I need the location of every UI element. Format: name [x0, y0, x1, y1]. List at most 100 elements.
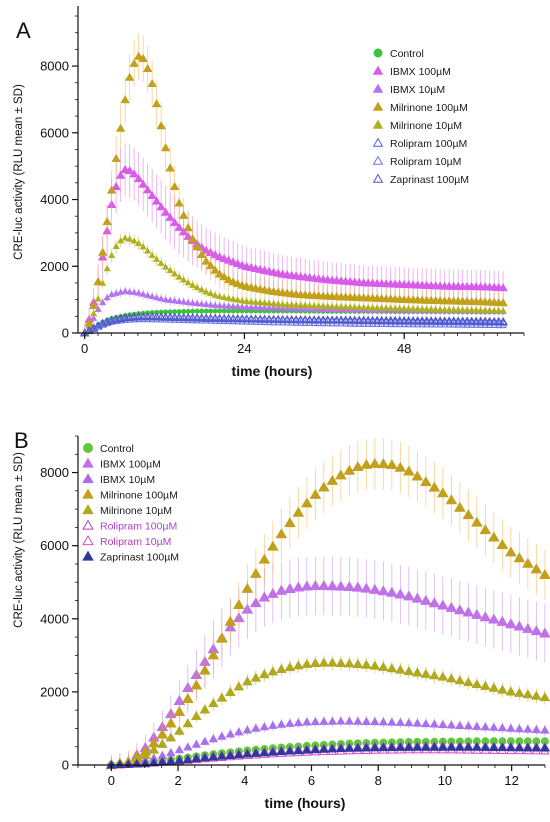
- panel-b-data-point: [513, 620, 526, 631]
- panel-a-data-point: [94, 305, 102, 312]
- panel-b-data-point: [497, 742, 508, 752]
- panel-b-data-point: [267, 587, 279, 598]
- panel-a-data-point: [256, 303, 264, 311]
- panel-a-data-point: [498, 316, 508, 325]
- panel-a-data-point: [162, 263, 170, 270]
- panel-a-data-point: [360, 320, 368, 327]
- panel-a-data-point: [265, 299, 273, 306]
- panel-a-data-point: [391, 304, 399, 311]
- panel-a-data-point: [165, 312, 175, 321]
- panel-b-data-point: [428, 597, 441, 608]
- panel-b-axes: 0 2000 4000 6000 8000 0 2 4 6 8 10 12: [40, 435, 546, 788]
- panel-b-data-point: [326, 474, 339, 485]
- panel-b-data-point: [411, 470, 424, 481]
- panel-a-data-point: [408, 315, 418, 325]
- panel-b-data-point: [251, 723, 261, 732]
- panel-b-data-point: [199, 704, 211, 714]
- panel-a-data-point: [160, 143, 171, 152]
- panel-b-data-point: [446, 742, 457, 751]
- panel-a-data-point: [261, 299, 269, 306]
- panel-b-data-point: [412, 667, 423, 677]
- panel-b-data-point: [259, 722, 270, 731]
- panel-b-data-point: [166, 747, 176, 757]
- panel-a-data-point: [315, 302, 323, 309]
- panel-b-data-point: [497, 684, 508, 694]
- panel-a-data-point: [247, 303, 255, 310]
- panel-a-data-point: [126, 235, 134, 242]
- panel-b-data-point: [318, 580, 330, 591]
- panel-a-data-point: [484, 316, 495, 325]
- panel-a-data-point: [313, 315, 324, 324]
- panel-a-data-point: [184, 279, 192, 286]
- panel-b-data-point: [539, 692, 550, 702]
- panel-a-data-point: [166, 266, 174, 274]
- panel-b-data-point: [293, 660, 304, 670]
- panel-b-y-tick-label: 8000: [40, 465, 69, 480]
- panel-b-data-point: [309, 580, 322, 591]
- panel-b-data-point: [361, 743, 372, 752]
- panel-a-data-point: [246, 314, 256, 323]
- panel-b-data-point: [361, 659, 372, 669]
- panel-b-data-point: [378, 742, 389, 752]
- panel-a-data-point: [354, 315, 364, 324]
- panel-a-legend-label: Milrinone 10µM: [390, 120, 462, 132]
- panel-b-data-point: [506, 723, 516, 732]
- panel-a-data-point: [264, 314, 274, 323]
- panel-a-data-point: [144, 247, 152, 254]
- panel-b-x-tick-label: 2: [174, 773, 181, 788]
- panel-a-data-point: [156, 121, 166, 130]
- panel-b-data-point: [251, 748, 261, 757]
- panel-a-data-point: [459, 306, 467, 313]
- panel-a-data-point: [228, 277, 238, 286]
- panel-b-data-point: [174, 725, 185, 735]
- panel-b-data-point: [225, 729, 236, 738]
- panel-b-data-point: [522, 622, 534, 633]
- panel-b-data-point: [514, 743, 525, 752]
- panel-a-data-point: [346, 303, 354, 310]
- panel-b-data-point: [217, 751, 227, 760]
- panel-a-data-point: [247, 298, 255, 305]
- panel-a-data-point: [193, 283, 201, 291]
- panel-a-data-point: [178, 210, 189, 219]
- panel-b-data-point: [284, 662, 296, 672]
- panel-a-data-point: [169, 312, 180, 321]
- panel-b-data-point: [369, 660, 381, 670]
- panel-a-data-point: [342, 320, 350, 327]
- panel-a-data-point: [139, 290, 147, 297]
- panel-a-data-point: [133, 312, 144, 321]
- panel-b-data-point: [472, 721, 482, 730]
- panel-a-data-point: [405, 321, 413, 328]
- panel-b-data-point: [225, 686, 236, 696]
- panel-a-data-point: [396, 304, 404, 312]
- panel-b-data-point: [344, 743, 355, 752]
- panel-b-data-point: [200, 753, 210, 762]
- panel-a-data-point: [144, 291, 152, 298]
- panel-a-data-point: [196, 249, 207, 258]
- panel-a-data-point: [129, 169, 139, 178]
- panel-b-data-point: [378, 661, 389, 671]
- panel-b-legend-item: IBMX 10µM: [82, 473, 155, 486]
- panel-b-data-point: [250, 672, 262, 682]
- panel-b-data-point: [496, 538, 509, 549]
- panel-a-data-point: [342, 303, 350, 310]
- panel-a-data-point: [184, 298, 192, 306]
- panel-a-data-point: [183, 223, 193, 232]
- panel-a-data-point: [454, 306, 462, 313]
- panel-b-data-point: [471, 516, 483, 527]
- panel-a-data-point: [369, 304, 377, 311]
- panel-b-data-point: [437, 599, 449, 610]
- panel-a-data-point: [328, 320, 336, 327]
- panel-b-data-point: [318, 481, 330, 492]
- panel-a-data-point: [153, 255, 161, 262]
- panel-b-y-tick-label: 4000: [40, 611, 69, 626]
- panel-a-series-4: [81, 231, 507, 336]
- panel-b-data-point: [394, 461, 407, 472]
- panel-b-data-point: [335, 469, 347, 480]
- panel-a-data-point: [138, 179, 148, 188]
- panel-a-data-point: [490, 321, 498, 329]
- panel-b-data-point: [234, 727, 244, 736]
- panel-a-data-point: [189, 281, 197, 288]
- panel-b-x-tick-label: 8: [375, 773, 382, 788]
- panel-a-data-point: [211, 301, 219, 308]
